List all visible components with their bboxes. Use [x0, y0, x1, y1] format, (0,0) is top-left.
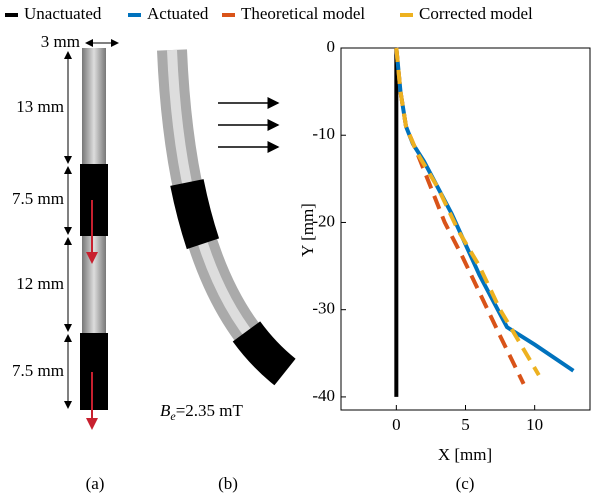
rod-a	[80, 48, 108, 430]
dimension-label: 13 mm	[16, 97, 64, 116]
series-line	[394, 47, 526, 385]
x-tick-label: 0	[392, 415, 401, 434]
panel-label: (b)	[218, 474, 238, 493]
dimension-arrows	[64, 39, 119, 409]
y-tick-label: 0	[327, 37, 336, 56]
legend-label: Actuated	[147, 4, 209, 23]
legend-label: Unactuated	[24, 4, 102, 23]
panel-label: (c)	[456, 474, 475, 493]
dimension-label: 3 mm	[41, 32, 80, 51]
x-tick-label: 5	[461, 415, 470, 434]
legend-label: Theoretical model	[241, 4, 365, 23]
y-tick-label: -30	[312, 299, 335, 318]
field-symbol: B	[160, 401, 171, 420]
y-tick-label: -20	[312, 211, 335, 230]
x-tick-label: 10	[526, 415, 543, 434]
legend-label: Corrected model	[419, 4, 533, 23]
dimension-label: 7.5 mm	[12, 361, 64, 380]
series-line	[394, 47, 575, 373]
field-value: =2.35 mT	[176, 401, 244, 420]
field-subscript: e	[170, 409, 176, 423]
y-axis-label: Y [mm]	[298, 203, 317, 257]
y-tick-label: -40	[312, 386, 335, 405]
series-line	[394, 47, 541, 377]
field-label: Be=2.35 mT	[160, 401, 244, 423]
x-axis-label: X [mm]	[438, 445, 492, 464]
rod-b	[155, 49, 296, 386]
panel-label: (a)	[86, 474, 105, 493]
dimension-label: 12 mm	[16, 274, 64, 293]
field-arrows	[218, 97, 280, 153]
y-tick-label: -10	[312, 124, 335, 143]
dimension-label: 7.5 mm	[12, 189, 64, 208]
